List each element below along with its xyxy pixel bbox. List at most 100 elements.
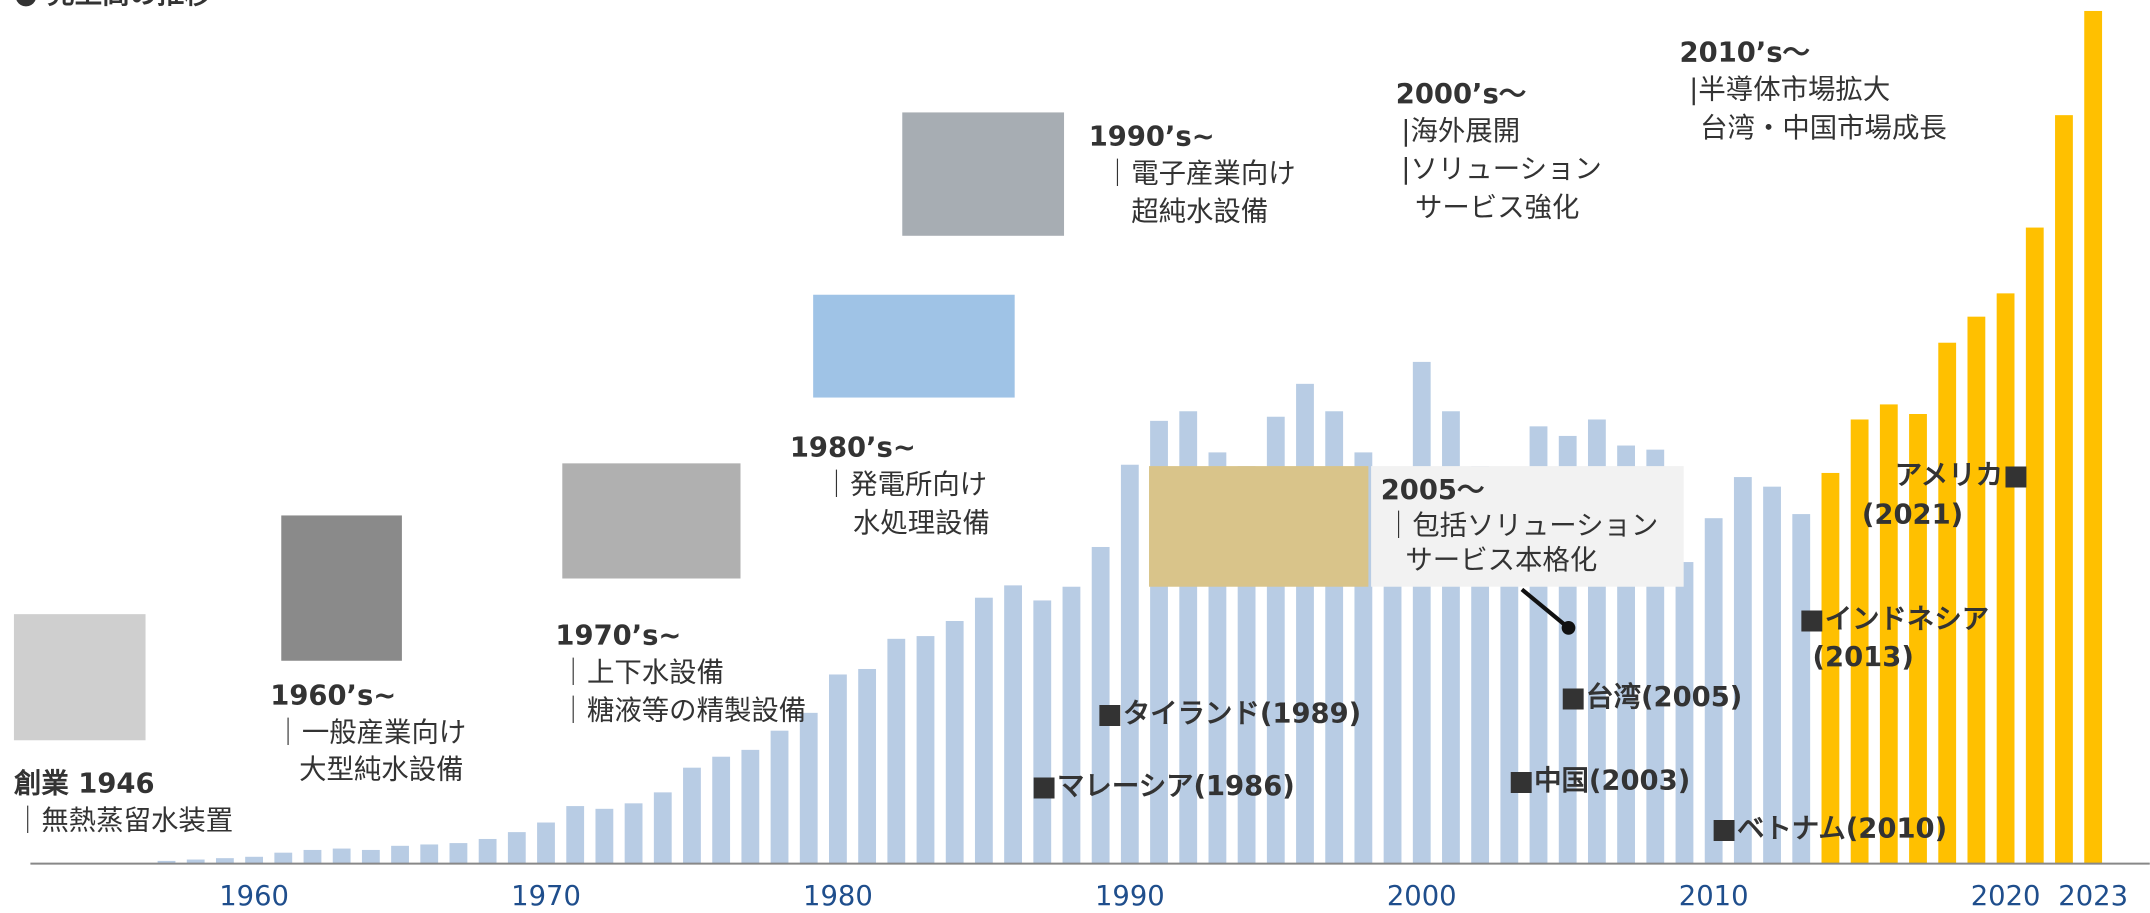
bar [1062,586,1081,864]
annotation: ｜包括ソリューション [1385,510,1659,542]
bar [1763,486,1781,864]
bar [245,856,264,864]
pointer-dot [1561,621,1576,635]
annotation: (2021) [1862,500,1963,531]
bar [420,844,439,864]
annotation: (2013) [1813,642,1914,673]
note-box [1371,466,1684,587]
bar [1412,361,1431,864]
bar [595,808,614,864]
annotation: 1990’s~ [1089,121,1215,152]
photo [813,294,1015,398]
annotation: ｜一般産業向け [274,717,466,749]
bar [332,848,351,864]
annotation: ｜糖液等の精製設備 [560,695,807,727]
bar [507,832,526,864]
bar [1938,342,1957,864]
annotation: 2000’s～ [1396,79,1526,110]
bar [1296,383,1314,864]
bar [858,668,877,864]
bar [799,712,818,864]
photo [281,515,402,661]
bar [945,621,964,864]
photo [902,112,1065,236]
annotation: |半導体市場拡大 [1689,75,1890,106]
annotation: 水処理設備 [853,508,990,539]
annotation: 2010’s～ [1680,38,1810,69]
bar [624,803,643,864]
bar [1879,404,1898,864]
annotation: ｜電子産業向け [1104,157,1296,189]
photo [13,614,146,741]
annotation: 創業 1946 [14,768,155,799]
annotation: サービス本格化 [1405,545,1597,576]
bar [1850,419,1869,864]
annotation: ■中国(2003) [1508,766,1690,797]
bar [712,756,731,864]
x-tick-label: 2010 [1679,881,1749,912]
bar [2055,115,2073,864]
bar [478,838,497,864]
bar [303,849,322,864]
annotation: 超純水設備 [1131,197,1268,228]
annotation: |海外展開 [1401,116,1520,147]
annotation: ｜発電所向け [823,469,987,501]
bar [186,859,205,864]
bar [2025,227,2044,864]
chart-title: ● 売上高の推移 [14,0,212,10]
bar [653,792,672,864]
bar [1675,562,1694,864]
annotation: ■台湾(2005) [1560,681,1742,713]
bar [537,822,555,864]
bar [1733,477,1752,864]
photo [1149,466,1369,587]
bar [683,767,701,864]
bar [157,860,176,864]
annotation: アメリカ■ [1895,460,2029,491]
annotation: 大型純水設備 [299,755,463,786]
bar [887,638,906,864]
x-tick-label: 1990 [1095,881,1165,912]
bar [1004,585,1022,864]
bar [1821,472,1840,864]
annotation: ■インドネシア [1799,604,1989,635]
bar [1091,546,1110,864]
bar [1704,518,1723,864]
annotation: 1970’s~ [555,620,681,651]
annotation: 1980’s~ [790,433,916,464]
bar [1120,464,1139,864]
annotation: サービス強化 [1415,193,1579,224]
x-tick-label: 1970 [511,881,581,912]
bar [1792,514,1811,864]
annotation: ｜上下水設備 [560,656,724,688]
bar [2084,10,2103,864]
bar [741,749,760,864]
bar [829,674,847,864]
bar [449,843,468,864]
x-tick-label: 2000 [1387,881,1457,912]
bar [215,858,234,864]
x-tick-label: 1960 [219,881,289,912]
bar [916,636,935,864]
annotation: 2005～ [1381,475,1485,506]
bar [770,730,789,864]
annotation: ■ベトナム(2010) [1711,814,1947,845]
bar [361,849,380,864]
pointer [1520,587,1570,630]
bar [1909,414,1927,864]
annotation: ■マレーシア(1986) [1031,771,1295,802]
x-tick-label: 2023 [2058,881,2128,912]
bar [274,852,293,864]
annotation: 台湾・中国市場成長 [1700,113,1947,144]
annotation: ■タイランド(1989) [1097,698,1361,729]
bar [391,845,409,864]
bar [1967,316,1986,864]
annotation: 1960’s~ [270,681,396,712]
bar [1033,600,1052,864]
bar [974,597,993,864]
x-tick-label: 2020 [1971,881,2041,912]
x-tick-label: 1980 [803,881,873,912]
annotation: ｜無熱蒸留水装置 [14,804,233,836]
